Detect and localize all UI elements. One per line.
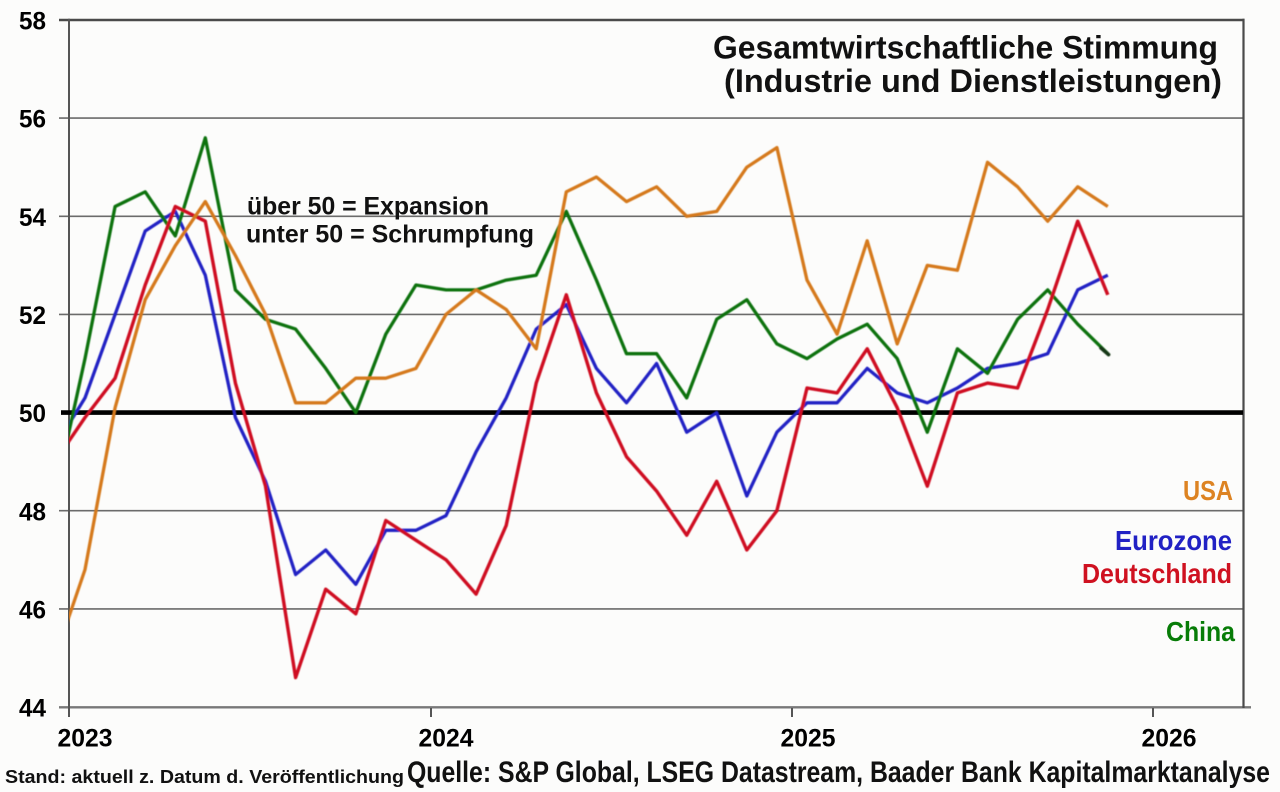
svg-text:China: China (1166, 616, 1235, 647)
svg-text:Gesamtwirtschaftliche Stimmung: Gesamtwirtschaftliche Stimmung (713, 30, 1218, 66)
svg-text:48: 48 (19, 498, 46, 526)
svg-text:(Industrie und Dienstleistunge: (Industrie und Dienstleistungen) (724, 63, 1222, 99)
svg-text:44: 44 (19, 695, 46, 723)
svg-text:2025: 2025 (781, 725, 836, 753)
svg-text:46: 46 (19, 597, 46, 625)
svg-text:2023: 2023 (58, 725, 113, 753)
svg-text:2026: 2026 (1142, 725, 1197, 753)
svg-text:Stand: aktuell z. Datum d. Ver: Stand: aktuell z. Datum d. Veröffentlich… (5, 766, 404, 787)
svg-text:50: 50 (19, 400, 46, 428)
svg-text:Deutschland: Deutschland (1082, 558, 1232, 589)
svg-text:über 50 = Expansion: über 50 = Expansion (247, 193, 489, 221)
svg-text:USA: USA (1183, 475, 1233, 506)
svg-text:Eurozone: Eurozone (1115, 525, 1232, 556)
svg-text:2024: 2024 (419, 725, 474, 753)
svg-text:52: 52 (19, 302, 46, 330)
svg-text:unter 50 = Schrumpfung: unter 50 = Schrumpfung (246, 221, 534, 249)
svg-text:56: 56 (19, 106, 46, 134)
svg-text:54: 54 (19, 204, 46, 232)
svg-text:58: 58 (19, 8, 46, 36)
svg-text:Quelle: S&P Global, LSEG Datas: Quelle: S&P Global, LSEG Datastream, Baa… (407, 756, 1270, 789)
